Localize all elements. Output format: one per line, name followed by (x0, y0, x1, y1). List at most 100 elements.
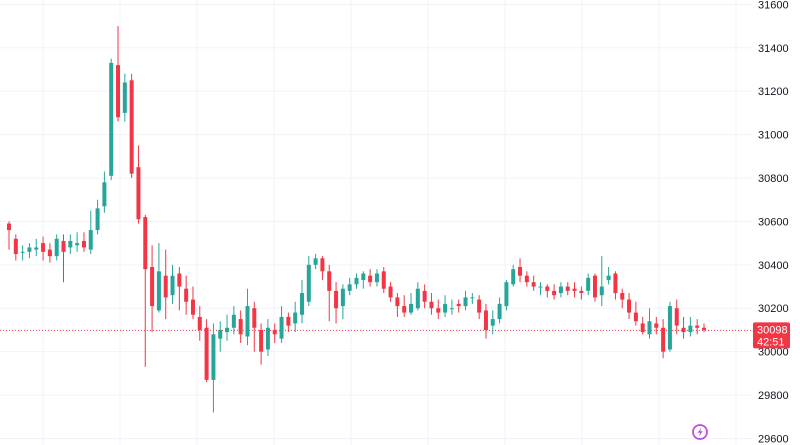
candle-body (592, 275, 597, 298)
candle-body (109, 62, 114, 176)
candle-body (88, 230, 93, 250)
candle-body (54, 238, 59, 257)
candle-body (27, 247, 32, 252)
candle-body (402, 306, 407, 313)
candle-body (204, 327, 209, 380)
candle-body (95, 208, 100, 231)
candle-body (13, 238, 18, 254)
candle-body (695, 325, 700, 328)
bar-countdown: 42:51 (757, 336, 785, 348)
last-price-tag: 30098 42:51 (753, 322, 790, 349)
candle-body (606, 275, 611, 281)
candle-body (279, 316, 284, 339)
candle-body (654, 323, 659, 328)
candle-body (613, 273, 618, 294)
y-tick-label: 30600 (758, 216, 789, 228)
y-tick-label: 30800 (758, 173, 789, 185)
candle-body (579, 290, 584, 294)
candle-body (381, 271, 386, 289)
candle-body (361, 273, 366, 281)
candle-body (299, 293, 304, 315)
y-tick-label: 31600 (758, 0, 789, 11)
candle-body (7, 223, 11, 231)
candle-body (483, 310, 488, 330)
candle-body (122, 82, 127, 113)
candle-body (395, 297, 400, 307)
candle-body (429, 301, 434, 309)
candle-body (388, 286, 393, 298)
candle-body (415, 288, 420, 309)
candle-body (565, 286, 570, 291)
candle-body (545, 286, 550, 291)
candle-body (197, 316, 202, 330)
price-axis[interactable]: 31600 31400 31200 31000 30800 30600 30400 30200… (758, 0, 789, 445)
candle-body (306, 264, 311, 302)
candle-body (688, 325, 693, 333)
candle-body (68, 240, 73, 248)
candle-body (313, 258, 318, 265)
candle-body (293, 312, 298, 324)
candle-body (177, 273, 182, 287)
candle-body (422, 290, 427, 302)
y-tick-label: 29600 (758, 433, 789, 445)
candle-body (190, 299, 195, 315)
candle-body (524, 275, 529, 283)
candle-body (599, 286, 604, 296)
candle-body (41, 243, 46, 252)
candle-body (218, 329, 223, 339)
candle-body (327, 271, 332, 291)
candle-body (116, 65, 121, 118)
candle-body (47, 249, 52, 257)
candle-body (538, 286, 543, 288)
candle-body (661, 327, 666, 352)
candle-body (702, 327, 706, 330)
y-tick-label: 30000 (758, 347, 789, 359)
candle-body (340, 288, 345, 307)
y-tick-label: 31400 (758, 43, 789, 55)
candle-body (102, 182, 107, 207)
candle-body (34, 247, 39, 250)
candle-body (347, 284, 352, 291)
candle-body (143, 217, 148, 270)
candle-body (558, 286, 563, 294)
candle-body (231, 314, 236, 328)
candle-body (620, 293, 625, 300)
candle-body (245, 306, 250, 337)
candle-body (286, 316, 291, 326)
candle-body (75, 243, 80, 246)
last-price-value: 30098 (757, 324, 788, 336)
y-tick-label: 30200 (758, 303, 789, 315)
candle-body (163, 275, 168, 298)
lightning-logo-icon[interactable] (692, 424, 708, 440)
y-tick-label: 30400 (758, 260, 789, 272)
candle-body (477, 299, 482, 313)
candle-body (470, 297, 475, 299)
candle-body (81, 240, 86, 248)
candle-body (572, 288, 577, 291)
candle-body (272, 329, 277, 335)
candle-body (449, 308, 454, 310)
candle-body (252, 308, 257, 328)
y-tick-label: 29800 (758, 390, 789, 402)
candle-body (531, 282, 536, 287)
candle-body (674, 308, 679, 326)
candle-body (20, 251, 25, 253)
candle-body (681, 327, 686, 333)
candle-body (511, 269, 516, 285)
candle-body (265, 327, 270, 350)
candle-body (225, 327, 230, 333)
candle-body (354, 277, 359, 285)
candle-body (640, 323, 645, 333)
candle-body (211, 334, 216, 380)
candle-body (259, 329, 264, 352)
candle-body (633, 312, 638, 322)
chart-grid (0, 0, 752, 445)
candle-body (184, 288, 189, 302)
candle-body (463, 297, 468, 307)
candles (7, 26, 706, 413)
candle-body (518, 267, 523, 276)
candle-body (374, 273, 379, 283)
candle-body (647, 321, 652, 335)
candle-body (150, 267, 155, 307)
